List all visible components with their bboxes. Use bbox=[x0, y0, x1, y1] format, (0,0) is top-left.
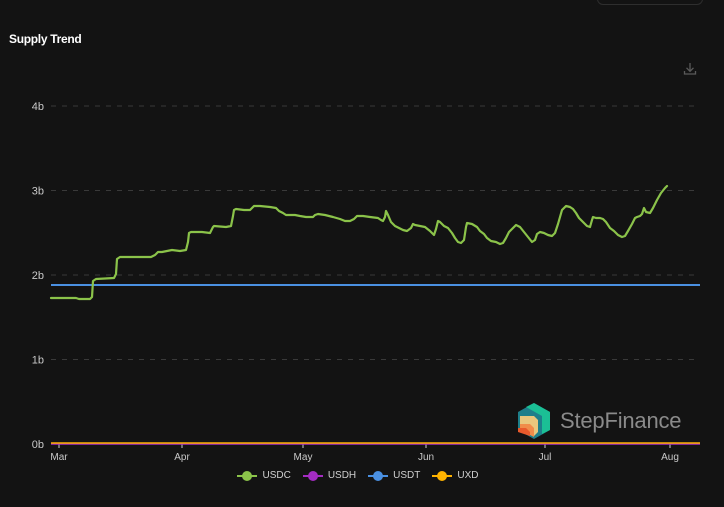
x-tick-mar: Mar bbox=[50, 452, 68, 463]
chart-title: Supply Trend bbox=[9, 32, 82, 46]
x-tick-aug: Aug bbox=[661, 452, 679, 463]
y-axis-labels: 4b 3b 2b 1b 0b bbox=[32, 101, 44, 451]
x-tick-apr: Apr bbox=[174, 452, 190, 463]
download-button[interactable] bbox=[682, 61, 698, 77]
legend-item-uxd[interactable]: UXD bbox=[432, 470, 479, 481]
x-tick-jul: Jul bbox=[539, 452, 552, 463]
chart-canvas: 4b 3b 2b 1b 0b Mar Apr May Jun Jul Aug bbox=[32, 101, 700, 463]
chart-legend: USDC USDH USDT UXD bbox=[0, 470, 720, 481]
legend-item-usdc[interactable]: USDC bbox=[237, 470, 291, 481]
legend-marker-usdc-icon bbox=[237, 470, 258, 481]
download-icon bbox=[683, 63, 697, 75]
y-tick-2b: 2b bbox=[32, 270, 44, 282]
stepfinance-watermark: StepFinance bbox=[516, 402, 682, 440]
legend-marker-usdh-icon bbox=[302, 470, 323, 481]
y-tick-3b: 3b bbox=[32, 186, 44, 198]
x-axis: Mar Apr May Jun Jul Aug bbox=[50, 444, 679, 463]
legend-label: USDC bbox=[262, 470, 291, 481]
stepfinance-logo-icon bbox=[518, 403, 550, 439]
legend-marker-usdt-icon bbox=[368, 470, 389, 481]
legend-label: USDH bbox=[327, 470, 357, 481]
x-tick-may: May bbox=[294, 452, 313, 463]
legend-label: UXD bbox=[457, 470, 479, 481]
y-grid bbox=[51, 105, 700, 445]
x-tick-jun: Jun bbox=[418, 452, 434, 463]
y-tick-4b: 4b bbox=[32, 101, 44, 113]
watermark-text: StepFinance bbox=[560, 408, 682, 433]
legend-item-usdh[interactable]: USDH bbox=[302, 470, 357, 481]
y-tick-1b: 1b bbox=[32, 355, 44, 367]
series-lines bbox=[49, 184, 700, 445]
legend-label: USDT bbox=[393, 470, 421, 481]
y-tick-0b: 0b bbox=[32, 439, 44, 451]
legend-item-usdt[interactable]: USDT bbox=[368, 470, 420, 481]
line-usdc bbox=[49, 184, 669, 301]
legend-marker-uxd-icon bbox=[432, 470, 453, 481]
